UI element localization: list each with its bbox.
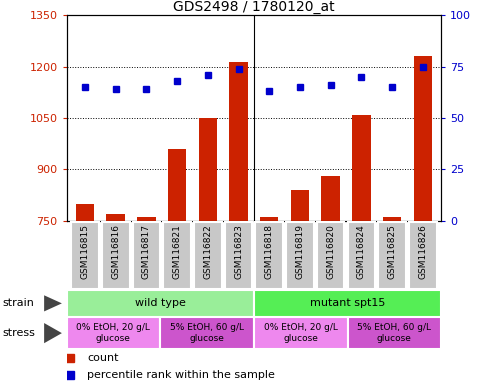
Text: GSM116819: GSM116819 <box>295 224 305 279</box>
Text: count: count <box>87 353 119 363</box>
Bar <box>352 115 371 221</box>
Text: strain: strain <box>2 298 35 308</box>
Text: 5% EtOH, 60 g/L
glucose: 5% EtOH, 60 g/L glucose <box>357 323 431 343</box>
Text: stress: stress <box>2 328 35 338</box>
FancyBboxPatch shape <box>163 222 191 288</box>
Text: GSM116826: GSM116826 <box>418 224 427 279</box>
Text: GSM116816: GSM116816 <box>111 224 120 279</box>
Bar <box>414 56 432 221</box>
Text: 0% EtOH, 20 g/L
glucose: 0% EtOH, 20 g/L glucose <box>76 323 150 343</box>
Polygon shape <box>44 323 62 343</box>
Text: percentile rank within the sample: percentile rank within the sample <box>87 370 275 381</box>
FancyBboxPatch shape <box>67 317 160 349</box>
FancyBboxPatch shape <box>133 222 160 288</box>
Bar <box>383 217 401 221</box>
FancyBboxPatch shape <box>67 290 254 317</box>
Bar <box>321 176 340 221</box>
FancyBboxPatch shape <box>254 317 348 349</box>
Text: GSM116818: GSM116818 <box>265 224 274 279</box>
Text: GSM116822: GSM116822 <box>203 224 212 279</box>
FancyBboxPatch shape <box>102 222 130 288</box>
Text: GSM116825: GSM116825 <box>387 224 396 279</box>
Text: GSM116817: GSM116817 <box>142 224 151 279</box>
Bar <box>260 217 279 221</box>
Text: 0% EtOH, 20 g/L
glucose: 0% EtOH, 20 g/L glucose <box>264 323 338 343</box>
Bar <box>229 61 248 221</box>
FancyBboxPatch shape <box>71 222 99 288</box>
FancyBboxPatch shape <box>378 222 406 288</box>
FancyBboxPatch shape <box>317 222 345 288</box>
Text: GSM116824: GSM116824 <box>357 224 366 279</box>
Text: GSM116823: GSM116823 <box>234 224 243 279</box>
Text: GSM116821: GSM116821 <box>173 224 181 279</box>
Text: mutant spt15: mutant spt15 <box>310 298 385 308</box>
Bar <box>199 118 217 221</box>
Text: 5% EtOH, 60 g/L
glucose: 5% EtOH, 60 g/L glucose <box>170 323 244 343</box>
FancyBboxPatch shape <box>160 317 254 349</box>
Polygon shape <box>44 295 62 311</box>
Text: wild type: wild type <box>135 298 186 308</box>
Bar <box>76 204 94 221</box>
Bar <box>137 217 156 221</box>
FancyBboxPatch shape <box>254 290 441 317</box>
Text: GSM116815: GSM116815 <box>80 224 90 279</box>
Bar <box>106 214 125 221</box>
Bar <box>291 190 309 221</box>
Text: GSM116820: GSM116820 <box>326 224 335 279</box>
FancyBboxPatch shape <box>225 222 252 288</box>
FancyBboxPatch shape <box>348 222 375 288</box>
Title: GDS2498 / 1780120_at: GDS2498 / 1780120_at <box>173 0 335 14</box>
Bar <box>168 149 186 221</box>
FancyBboxPatch shape <box>409 222 437 288</box>
FancyBboxPatch shape <box>286 222 314 288</box>
FancyBboxPatch shape <box>348 317 441 349</box>
FancyBboxPatch shape <box>194 222 222 288</box>
FancyBboxPatch shape <box>255 222 283 288</box>
